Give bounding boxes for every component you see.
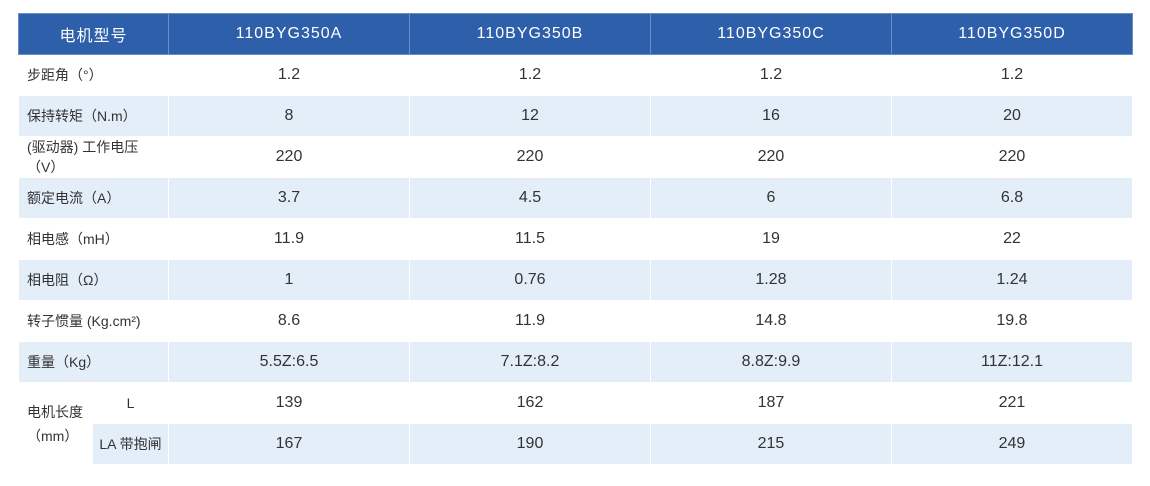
- value-cell: 11Z:12.1: [890, 341, 1134, 383]
- header-cell: 110BYG350A: [168, 13, 410, 55]
- value-cell: 187: [649, 382, 892, 424]
- row-label: 重量（Kg）: [17, 341, 170, 383]
- value-cell: 16: [649, 95, 892, 137]
- value-cell: 22: [890, 218, 1134, 260]
- value-cell: 6.8: [890, 177, 1134, 219]
- value-cell: 3.7: [168, 177, 410, 219]
- row-label: 额定电流（A）: [17, 177, 170, 219]
- header-cell: 110BYG350D: [890, 13, 1134, 55]
- row-label: 转子惯量 (Kg.cm²): [17, 300, 170, 342]
- value-cell: 162: [409, 382, 651, 424]
- value-cell: 11.9: [168, 218, 410, 260]
- row: 相电阻（Ω） 1 0.76 1.28 1.24: [17, 259, 1134, 301]
- value-cell: 1.24: [890, 259, 1134, 301]
- value-cell: 221: [890, 382, 1134, 424]
- header-row: 电机型号 110BYG350A 110BYG350B 110BYG350C 110BYG…: [17, 13, 1134, 55]
- value-cell: 6: [649, 177, 892, 219]
- table-wrap: 电机型号 110BYG350A 110BYG350B 110BYG350C 110BYG…: [17, 13, 1134, 465]
- row: 重量（Kg） 5.5Z:6.5 7.1Z:8.2 8.8Z:9.9 11Z:12.1: [17, 341, 1134, 383]
- row: 保持转矩（N.m） 8 12 16 20: [17, 95, 1134, 137]
- value-cell: 220: [168, 136, 410, 178]
- value-cell: 1: [168, 259, 410, 301]
- value-cell: 220: [890, 136, 1134, 178]
- value-cell: 4.5: [409, 177, 651, 219]
- row: 额定电流（A） 3.7 4.5 6 6.8: [17, 177, 1134, 219]
- value-cell: 7.1Z:8.2: [409, 341, 651, 383]
- value-cell: 19: [649, 218, 892, 260]
- row: 电机长度（mm） L 139 162 187 221: [18, 382, 1134, 465]
- value-cell: 190: [409, 423, 651, 465]
- value: 11: [981, 353, 998, 370]
- value-cell: 8: [168, 95, 410, 137]
- value-cell: 5.5Z:6.5: [168, 341, 410, 383]
- row: LA 带抱闸 167 190 215 249: [19, 423, 1134, 465]
- header-cell: 电机型号: [17, 13, 170, 55]
- value-z: Z:12.1: [997, 353, 1043, 370]
- value-cell: 220: [649, 136, 892, 178]
- value: 5.5: [259, 353, 282, 370]
- value-cell: 0.76: [409, 259, 651, 301]
- value-cell: 220: [409, 136, 651, 178]
- row-label: 相电阻（Ω）: [17, 259, 170, 301]
- value-cell: 1.2: [649, 54, 892, 96]
- row: 转子惯量 (Kg.cm²) 8.6 11.9 14.8 19.8: [17, 300, 1134, 342]
- value-cell: 249: [890, 423, 1134, 465]
- value-cell: 11.9: [409, 300, 651, 342]
- row-label: 步距角（°）: [17, 54, 170, 96]
- header-cell: 110BYG350C: [649, 13, 892, 55]
- group-label: 电机长度（mm）: [18, 382, 93, 465]
- value-cell: 1.28: [649, 259, 892, 301]
- value-cell: 1.2: [168, 54, 410, 96]
- value: 7.1: [500, 353, 523, 370]
- table-body: 步距角（°） 1.2 1.2 1.2 1.2 保持转矩（N.m） 8 12 16 20 (驱动器) …: [17, 54, 1134, 465]
- row-label: 相电感（mH）: [17, 218, 170, 260]
- value-cell: 139: [168, 382, 410, 424]
- spec-table: 电机型号 110BYG350A 110BYG350B 110BYG350C 110BYG…: [17, 13, 1134, 465]
- row: 步距角（°） 1.2 1.2 1.2 1.2: [17, 54, 1134, 96]
- value-cell: 1.2: [409, 54, 651, 96]
- value-cell: 8.6: [168, 300, 410, 342]
- row-label: 保持转矩（N.m）: [17, 95, 170, 137]
- value: 8.8: [741, 353, 764, 370]
- sub-label: LA 带抱闸: [91, 423, 170, 465]
- value-cell: 215: [649, 423, 892, 465]
- value-cell: 8.8Z:9.9: [649, 341, 892, 383]
- value-cell: 11.5: [409, 218, 651, 260]
- value-cell: 20: [890, 95, 1134, 137]
- header-cell: 110BYG350B: [409, 13, 651, 55]
- value-z: Z:6.5: [281, 353, 319, 370]
- row: (驱动器) 工作电压（V） 220 220 220 220: [17, 136, 1134, 178]
- sub-label: L: [91, 382, 170, 424]
- value-z: Z:9.9: [763, 353, 801, 370]
- row-label: (驱动器) 工作电压（V）: [17, 136, 170, 178]
- value-cell: 19.8: [890, 300, 1134, 342]
- value-cell: 14.8: [649, 300, 892, 342]
- value-z: Z:8.2: [522, 353, 560, 370]
- value-cell: 167: [168, 423, 410, 465]
- value-cell: 12: [409, 95, 651, 137]
- row: 相电感（mH） 11.9 11.5 19 22: [17, 218, 1134, 260]
- value-cell: 1.2: [890, 54, 1134, 96]
